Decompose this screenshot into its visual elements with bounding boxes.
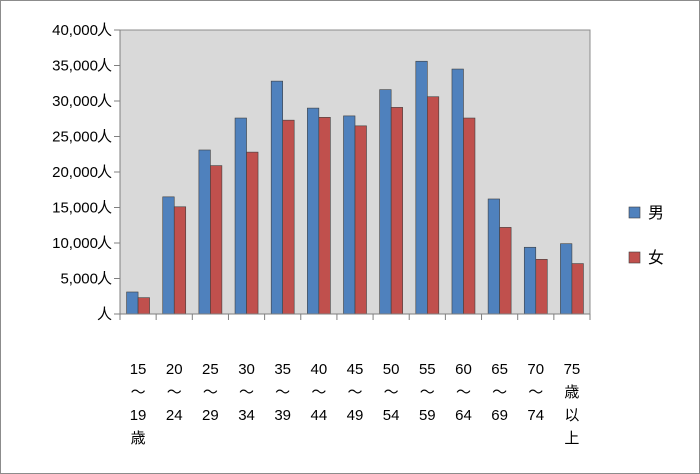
bar-female-11 [535,259,548,315]
x-category-label: 30 [238,361,255,378]
bar-male-0 [126,291,139,315]
x-category-label: 55 [419,361,436,378]
legend: 男女 [628,205,664,267]
y-tick-unit: 人 [97,58,112,75]
x-category-label: 〜 [311,384,326,401]
x-category-label: 44 [311,407,328,424]
x-category-label: 45 [347,361,364,378]
bar-female-12 [571,263,584,315]
x-category-label: 49 [347,407,364,424]
y-tick-unit: 人 [97,200,112,217]
x-category-label: 〜 [492,384,507,401]
x-category-label: 〜 [420,384,435,401]
bar-male-8 [415,60,428,315]
x-category-label: 〜 [203,384,218,401]
bar-male-11 [523,246,537,315]
bar-male-6 [343,115,356,315]
x-category-label: 〜 [456,384,471,401]
x-category-label: 〜 [384,384,399,401]
bar-male-4 [270,80,283,315]
x-category-label: 65 [491,361,508,378]
x-ticks-group: 15 〜 19 歳 20 〜 24 25 〜 29 30 〜 34 35 〜 39 40 〜 44 45 〜 49 50 〜 5… [119,314,591,447]
x-category-label: 75 [564,361,581,378]
y-tick-label: 25,000 [52,129,98,146]
bar-female-4 [282,119,295,315]
bar-female-5 [318,117,331,315]
x-category-label: 70 [527,361,544,378]
x-category-label: 〜 [131,384,146,401]
bar-female-0 [137,297,150,315]
x-category-label: 19 [130,407,147,424]
y-tick-label: 10,000 [52,235,98,252]
bar-male-12 [560,243,573,315]
y-tick-label: 35,000 [52,58,98,75]
x-category-label: 〜 [275,384,290,401]
x-category-label: 34 [238,407,255,424]
x-category-label: 15 [130,361,147,378]
x-category-label: 歳 [564,384,579,401]
x-category-label: 〜 [528,384,543,401]
y-tick-label: 40,000 [52,22,98,39]
y-tick-unit: 人 [97,164,112,181]
legend-swatch [628,251,641,264]
x-category-label: 59 [419,407,436,424]
y-tick-unit: 人 [97,235,112,252]
x-category-label: 60 [455,361,472,378]
y-tick-unit: 人 [97,93,112,110]
y-tick-unit: 人 [97,129,112,146]
x-category-label: 20 [166,361,183,378]
bar-female-2 [210,165,223,315]
bar-male-1 [162,196,175,315]
x-category-label: 〜 [239,384,254,401]
x-category-label: 39 [274,407,291,424]
bar-female-8 [427,96,440,315]
bar-male-2 [198,149,211,315]
x-category-label: 74 [527,407,544,424]
bar-female-3 [246,151,259,315]
bar-female-9 [463,117,476,315]
x-category-label: 歳 [131,430,146,447]
y-tick-label: 20,000 [52,164,98,181]
bar-female-10 [499,227,512,315]
y-tick-unit: 人 [97,22,112,39]
y-tick-unit: 人 [97,271,112,288]
bar-male-10 [487,198,500,315]
y-tick-label: 15,000 [52,200,98,217]
x-category-label: 以 [564,407,579,424]
legend-swatch [628,206,641,219]
legend-label: 男 [648,205,664,222]
x-category-label: 〜 [167,384,182,401]
x-category-label: 35 [274,361,291,378]
x-category-label: 25 [202,361,219,378]
x-category-label: 69 [491,407,508,424]
bar-female-6 [354,125,367,315]
bar-female-7 [390,107,403,315]
y-ticks-group: 人5,000人10,000人15,000人20,000人25,000人30,00… [52,22,120,323]
bar-male-3 [234,117,247,315]
x-category-label: 24 [166,407,183,424]
bar-male-9 [451,68,464,315]
x-category-label: 54 [383,407,400,424]
bar-male-7 [379,89,392,315]
x-category-label: 29 [202,407,219,424]
x-category-label: 64 [455,407,472,424]
bar-male-5 [307,107,320,315]
x-category-label: 上 [564,430,579,447]
bars-group [126,60,584,315]
x-category-label: 50 [383,361,400,378]
y-tick-label: 5,000 [60,271,98,288]
y-tick-unit: 人 [97,306,112,323]
x-category-label: 〜 [347,384,362,401]
legend-label: 女 [648,248,664,267]
y-tick-label: 30,000 [52,93,98,110]
x-category-label: 40 [311,361,328,378]
bar-female-1 [173,206,187,315]
